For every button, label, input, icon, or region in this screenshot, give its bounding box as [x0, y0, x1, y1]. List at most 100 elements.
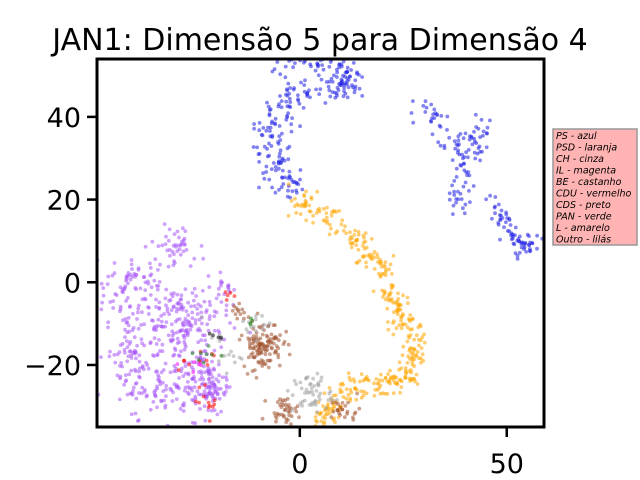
data-point: [447, 197, 452, 202]
data-point: [120, 342, 125, 346]
data-point: [399, 318, 403, 323]
data-point: [466, 170, 471, 175]
data-point: [397, 360, 402, 365]
data-point: [90, 269, 94, 273]
data-point: [389, 286, 394, 291]
x-tick-label: 50: [490, 449, 524, 480]
data-point: [463, 180, 468, 185]
data-point: [262, 176, 267, 181]
data-point: [265, 324, 270, 329]
data-point: [454, 200, 458, 205]
data-point: [343, 404, 348, 408]
data-point: [217, 362, 221, 367]
data-point: [140, 297, 145, 302]
data-point: [303, 78, 307, 83]
data-point: [99, 355, 103, 359]
data-point: [337, 209, 342, 213]
data-point: [262, 344, 267, 349]
data-point: [123, 379, 128, 384]
data-point: [429, 102, 434, 107]
data-point: [450, 158, 455, 163]
data-point: [216, 379, 221, 384]
data-point: [507, 229, 512, 234]
data-point: [190, 388, 195, 393]
data-point: [276, 413, 281, 417]
data-point: [496, 202, 501, 207]
data-point: [224, 386, 229, 390]
data-point: [290, 393, 295, 398]
data-point: [267, 321, 272, 326]
data-point: [156, 244, 161, 249]
data-point: [268, 337, 273, 341]
data-point: [476, 126, 481, 131]
data-point: [463, 131, 468, 136]
data-point: [287, 96, 292, 101]
data-point: [233, 360, 237, 365]
data-point: [498, 217, 503, 222]
data-point: [224, 375, 228, 380]
data-point: [493, 195, 498, 199]
data-point: [295, 202, 299, 207]
data-point: [136, 326, 141, 331]
data-point: [263, 399, 268, 403]
data-point: [167, 312, 172, 317]
data-point: [262, 322, 266, 327]
data-point: [346, 392, 351, 397]
data-point: [193, 379, 198, 384]
data-point: [332, 73, 336, 78]
data-point: [257, 128, 262, 133]
data-point: [192, 304, 197, 308]
data-point: [205, 322, 210, 327]
data-point: [182, 388, 187, 393]
data-point: [361, 233, 366, 238]
data-point: [395, 309, 400, 314]
data-point: [217, 396, 222, 401]
legend-entry: BE - castanho: [556, 177, 622, 188]
data-point: [232, 294, 237, 298]
plot-frame: [95, 57, 546, 429]
data-point: [513, 225, 518, 230]
data-point: [171, 243, 176, 248]
data-point: [200, 375, 204, 380]
series-outro: [90, 222, 253, 427]
data-point: [421, 104, 426, 108]
data-point: [134, 396, 139, 401]
data-point: [154, 297, 158, 302]
data-point: [169, 308, 174, 312]
data-point: [303, 391, 307, 395]
data-point: [176, 243, 181, 248]
data-point: [216, 359, 221, 364]
data-point: [417, 337, 421, 342]
data-point: [445, 127, 449, 132]
data-point: [346, 85, 351, 90]
data-point: [277, 187, 281, 192]
data-point: [123, 327, 127, 332]
data-point: [419, 360, 423, 365]
data-point: [277, 363, 282, 368]
data-point: [319, 77, 324, 82]
data-point: [290, 189, 295, 194]
data-point: [242, 364, 247, 369]
data-point: [352, 379, 357, 384]
data-point: [420, 335, 425, 340]
data-point: [304, 189, 308, 194]
data-point: [201, 256, 206, 261]
data-point: [179, 328, 183, 333]
data-point: [228, 290, 233, 295]
data-point: [173, 348, 178, 352]
data-point: [345, 95, 350, 100]
data-point: [203, 349, 208, 354]
data-point: [293, 61, 297, 65]
data-point: [137, 369, 142, 374]
data-point: [199, 315, 204, 320]
data-point: [207, 380, 212, 385]
data-point: [106, 274, 111, 279]
data-point: [499, 213, 503, 218]
data-point: [177, 235, 181, 240]
data-point: [256, 152, 261, 157]
data-point: [203, 418, 208, 423]
data-point: [157, 379, 162, 384]
data-point: [201, 394, 206, 399]
data-point: [284, 92, 288, 97]
data-point: [237, 355, 242, 360]
